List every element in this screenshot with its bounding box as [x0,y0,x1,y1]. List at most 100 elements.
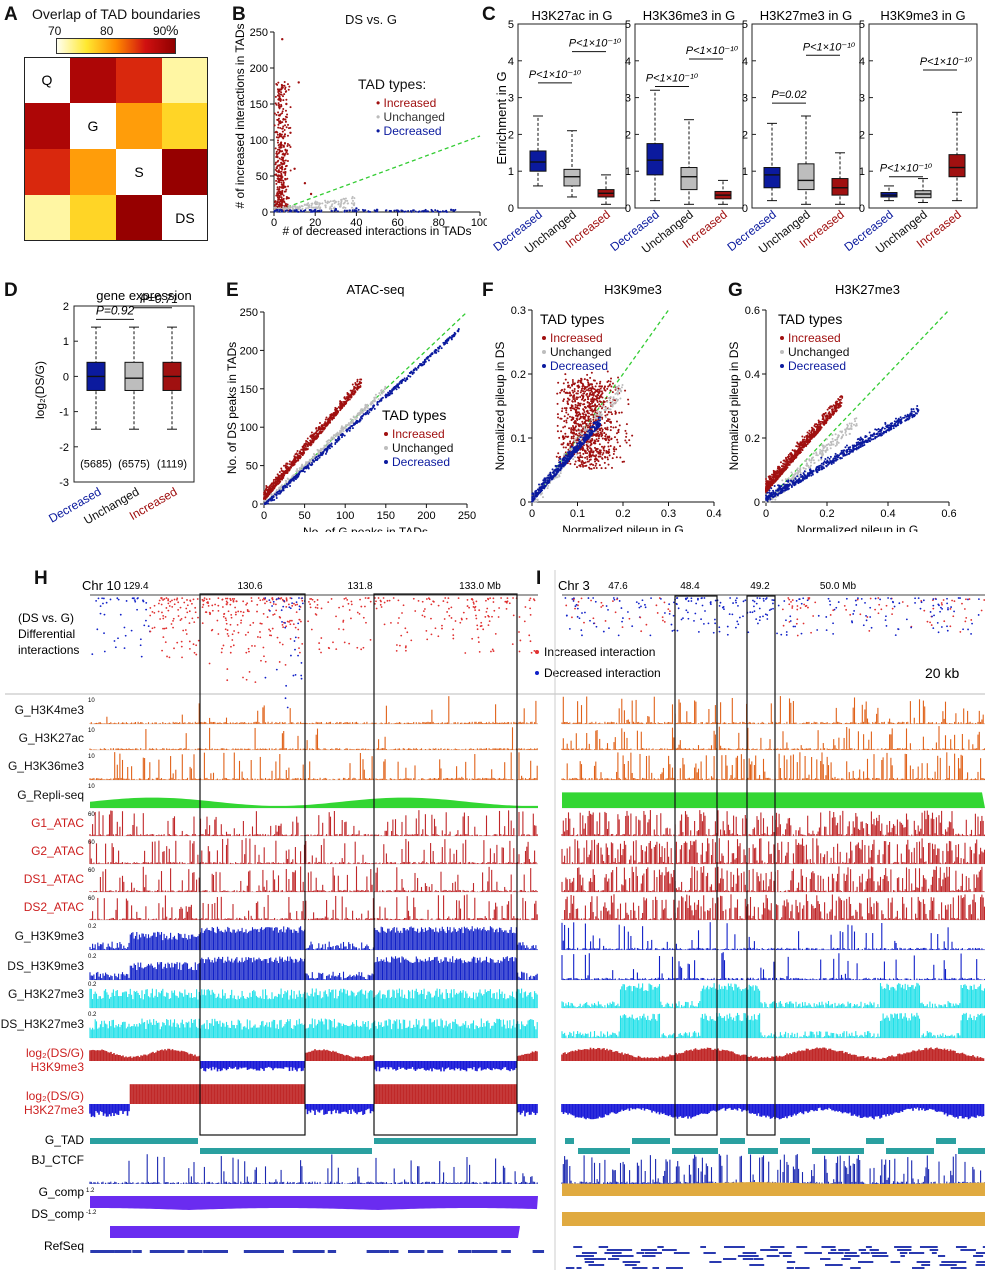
point-increased [596,415,599,418]
point-decreased [376,400,379,403]
point-unchanged [303,203,307,206]
point-decreased [286,209,289,212]
point-unchanged [610,403,613,406]
point-decreased [368,408,371,411]
subplot-frame [517,23,627,209]
point-unchanged [330,207,333,210]
point-unchanged [787,477,790,480]
point-increased [276,188,279,191]
point-unchanged [380,389,383,392]
point-increased [573,397,576,400]
point-unchanged [314,202,317,205]
point-decreased [350,425,353,428]
point-increased [614,411,617,414]
point-increased [273,485,276,488]
y-tick-label: 0 [262,207,268,219]
point-increased [836,400,839,403]
boxplot-c-ylabel: Enrichment in G [494,71,509,164]
point-increased [284,115,287,118]
y-tick-label: 2 [742,129,748,141]
point-increased [586,405,589,408]
point-unchanged [297,206,300,209]
point-increased [307,441,310,444]
point-decreased [534,492,537,495]
point-increased [576,434,579,437]
scatter-b-chart: # of increased interactions in TADs 0 20 4… [233,24,487,238]
point-decreased [565,457,568,460]
point-unchanged [324,445,327,448]
point-increased [627,398,630,401]
heatmap-cell [162,103,208,149]
point-increased [586,447,589,450]
point-increased [574,460,577,463]
point-increased [598,443,601,446]
subplot-title: H3K9me3 in G [880,8,965,23]
point-increased [612,426,615,429]
point-increased [360,381,363,384]
point-increased [586,373,589,376]
point-unchanged [326,200,329,203]
point-increased [602,447,605,450]
point-increased [793,455,796,458]
point-unchanged [536,498,539,501]
point-increased [354,391,357,394]
point-unchanged [539,493,542,496]
point-decreased [531,492,534,495]
point-increased [281,112,284,115]
point-unchanged [280,484,283,487]
point-increased [321,424,324,427]
point-increased [281,130,284,133]
point-decreased [355,210,358,213]
point-decreased [531,496,534,499]
point-increased [838,399,841,402]
point-increased [584,390,587,393]
point-increased [555,455,558,458]
point-unchanged [340,201,343,204]
point-unchanged [369,402,372,405]
point-decreased [533,497,536,500]
point-increased [297,454,300,457]
point-decreased [320,210,323,213]
point-decreased [340,433,343,436]
point-increased [571,380,574,383]
point-unchanged [324,199,327,202]
point-unchanged [820,458,823,461]
point-unchanged [852,423,855,426]
point-increased [586,410,589,413]
point-increased [631,434,634,437]
point-increased [567,384,570,387]
point-increased [803,436,806,439]
point-unchanged [796,467,799,470]
point-decreased [583,438,586,441]
point-increased [618,424,621,427]
point-increased [605,449,608,452]
point-increased [278,178,282,181]
point-decreased [387,392,390,395]
point-increased [593,446,596,449]
point-increased [823,423,826,426]
point-increased [270,487,273,490]
point-increased [284,173,287,176]
panel-letter-f: F [482,280,494,301]
point-unchanged [291,206,294,209]
point-unchanged [616,398,619,401]
x-tick-label: 0.4 [706,508,721,520]
point-increased [559,391,562,394]
point-increased [608,448,611,451]
point-unchanged [374,393,377,396]
point-increased [278,198,281,201]
point-unchanged [273,206,276,209]
point-increased [274,204,277,207]
point-decreased [415,368,418,371]
legend-b: • Increased • Unchanged • Decreased [376,96,445,138]
point-increased [561,410,564,413]
point-increased [276,133,279,136]
point-increased [765,485,768,488]
point-increased [339,402,342,405]
point-increased [773,471,776,474]
point-increased [302,450,305,453]
point-increased [281,163,284,166]
point-increased [592,379,595,382]
point-increased [286,177,289,180]
point-decreased [363,209,366,212]
